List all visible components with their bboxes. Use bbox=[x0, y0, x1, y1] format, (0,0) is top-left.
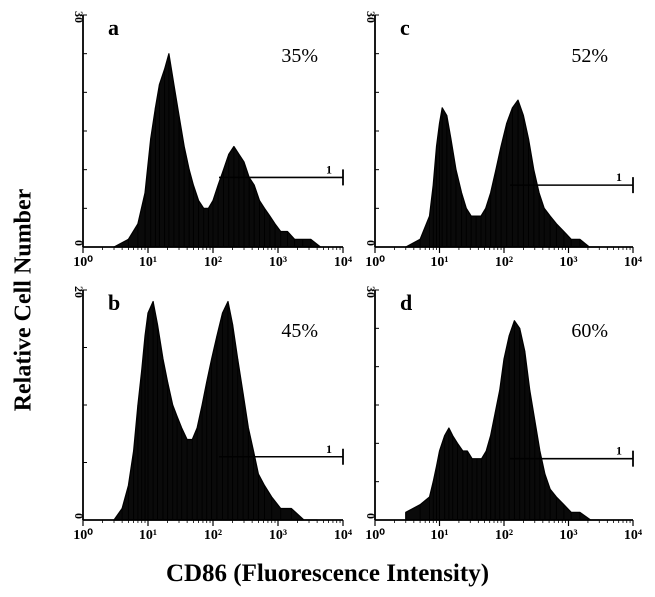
y-max-label: 30 bbox=[72, 11, 86, 23]
x-axis-title: CD86 (Fluorescence Intensity) bbox=[165, 560, 490, 587]
histogram-area bbox=[405, 320, 600, 521]
panel-b: 10⁰ 10¹ 10² 10³ 10⁴ 20 0 1 b 45% bbox=[72, 286, 353, 543]
x-tick-label: 10³ bbox=[559, 255, 577, 270]
x-tick-label: 10¹ bbox=[430, 255, 448, 270]
percentage-label: 35% bbox=[281, 45, 318, 67]
gate-marker-label: 1 bbox=[326, 442, 332, 456]
panel-a: 10⁰ 10¹ 10² 10³ 10⁴ 30 0 1 a 35% bbox=[72, 11, 353, 270]
panel-letter: c bbox=[400, 15, 410, 40]
y-axis-title-text: Relative Cell Number bbox=[10, 188, 37, 412]
x-tick-label: 10² bbox=[495, 528, 513, 543]
x-tick-label: 10¹ bbox=[139, 255, 157, 270]
x-tick-label: 10⁴ bbox=[334, 255, 353, 270]
x-tick-label: 10⁴ bbox=[624, 255, 643, 270]
panel-letter: b bbox=[108, 290, 120, 315]
y-min-label: 0 bbox=[364, 513, 378, 519]
y-max-label: 30 bbox=[364, 286, 378, 298]
x-tick-label: 10³ bbox=[559, 528, 577, 543]
panel-c: 10⁰ 10¹ 10² 10³ 10⁴ 30 0 1 c 52% bbox=[364, 11, 643, 270]
x-tick-label: 10¹ bbox=[430, 528, 448, 543]
x-tick-label: 10⁰ bbox=[365, 255, 385, 270]
percentage-label: 60% bbox=[571, 320, 608, 342]
gate-marker-label: 1 bbox=[616, 170, 622, 184]
x-tick-label: 10² bbox=[204, 528, 222, 543]
x-tick-label: 10⁴ bbox=[334, 528, 353, 543]
y-min-label: 0 bbox=[364, 240, 378, 246]
y-min-label: 0 bbox=[72, 513, 86, 519]
x-tick-label: 10⁰ bbox=[365, 528, 385, 543]
x-tick-label: 10² bbox=[204, 255, 222, 270]
x-tick-label: 10¹ bbox=[139, 528, 157, 543]
percentage-label: 45% bbox=[281, 320, 318, 342]
gate-marker-label: 1 bbox=[326, 162, 332, 176]
panel-d: 10⁰ 10¹ 10² 10³ 10⁴ 30 0 1 d 60% bbox=[364, 286, 643, 543]
x-tick-label: 10⁰ bbox=[73, 528, 93, 543]
x-tick-label: 10³ bbox=[269, 528, 287, 543]
x-tick-label: 10² bbox=[495, 255, 513, 270]
y-min-label: 0 bbox=[72, 240, 86, 246]
y-max-label: 30 bbox=[364, 11, 378, 23]
percentage-label: 52% bbox=[571, 45, 608, 67]
panel-letter: d bbox=[400, 290, 412, 315]
histogram-area bbox=[405, 99, 600, 248]
x-tick-label: 10⁴ bbox=[624, 528, 643, 543]
y-axis-title: Relative Cell Number bbox=[4, 165, 44, 435]
x-tick-label: 10⁰ bbox=[73, 255, 93, 270]
y-max-label: 20 bbox=[72, 286, 86, 298]
panel-letter: a bbox=[108, 15, 119, 40]
x-tick-label: 10³ bbox=[269, 255, 287, 270]
gate-marker-label: 1 bbox=[616, 444, 622, 458]
